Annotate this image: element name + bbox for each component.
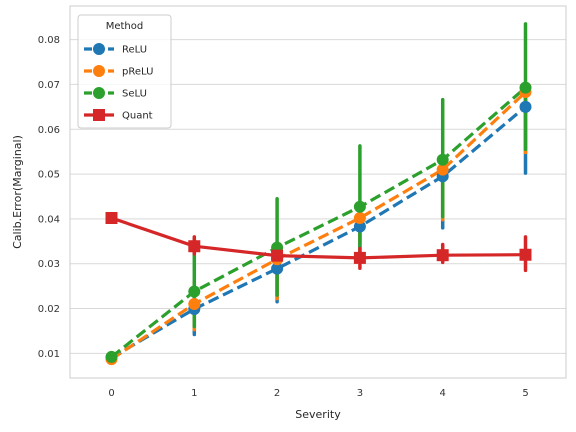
x-tick-label: 0 <box>108 388 114 399</box>
data-point-prelu <box>436 163 449 176</box>
data-point-quant <box>436 249 449 262</box>
legend-items: ReLU pReLU SeLU Quant <box>84 43 153 122</box>
legend: Method ReLU pReLU SeLU Quant <box>77 14 172 129</box>
data-point-quant <box>519 248 532 261</box>
data-point-relu <box>353 220 366 233</box>
x-tick-labels: 0 1 2 3 4 5 <box>108 388 528 399</box>
plot-frame <box>69 5 567 379</box>
data-point-prelu <box>353 211 366 224</box>
legend-label-quant: Quant <box>122 111 153 122</box>
x-axis-label: Severity <box>295 408 341 421</box>
data-point-quant <box>105 211 118 224</box>
y-tick-label: 0.06 <box>38 125 60 136</box>
y-tick-label: 0.03 <box>38 259 60 270</box>
data-point-quant <box>271 249 284 262</box>
x-tick-label: 1 <box>191 388 197 399</box>
legend-box <box>77 14 172 129</box>
series-lines <box>110 86 527 361</box>
x-tick-label: 2 <box>274 388 280 399</box>
error-bars <box>109 22 528 362</box>
y-tick-label: 0.08 <box>38 35 60 46</box>
legend-label-relu: ReLU <box>122 45 147 56</box>
data-point-selu <box>519 81 532 94</box>
y-tick-label: 0.01 <box>38 349 60 360</box>
legend-label-prelu: pReLU <box>122 67 153 78</box>
data-point-selu <box>436 153 449 166</box>
legend-marker-selu <box>93 87 105 99</box>
x-tick-label: 3 <box>357 388 363 399</box>
data-point-quant <box>353 251 366 264</box>
legend-marker-prelu <box>93 65 105 77</box>
x-tick-label: 4 <box>440 388 446 399</box>
data-point-selu <box>353 200 366 213</box>
y-tick-label: 0.02 <box>38 304 60 315</box>
data-point-relu <box>519 100 532 113</box>
y-tick-label: 0.04 <box>38 214 60 225</box>
legend-title: Method <box>106 21 144 32</box>
legend-label-selu: SeLU <box>122 89 147 100</box>
data-point-prelu <box>188 298 201 311</box>
x-tick-label: 5 <box>522 388 528 399</box>
legend-marker-relu <box>93 43 105 55</box>
data-point-quant <box>188 240 201 253</box>
y-tick-labels: 0.01 0.02 0.03 0.04 0.05 0.06 0.07 0.08 <box>38 35 60 360</box>
y-tick-label: 0.05 <box>38 170 60 181</box>
legend-marker-quant <box>93 109 105 121</box>
data-point-relu <box>271 262 284 275</box>
data-point-selu <box>105 350 118 363</box>
series-line-quant <box>110 216 526 260</box>
y-axis-label: Calib.Error(Marginal) <box>11 135 24 249</box>
series-line-selu <box>110 86 527 359</box>
series-line-relu <box>110 105 527 360</box>
series-line-prelu <box>110 90 527 361</box>
data-point-selu <box>188 285 201 298</box>
y-tick-label: 0.07 <box>38 80 60 91</box>
series-markers <box>105 81 532 366</box>
